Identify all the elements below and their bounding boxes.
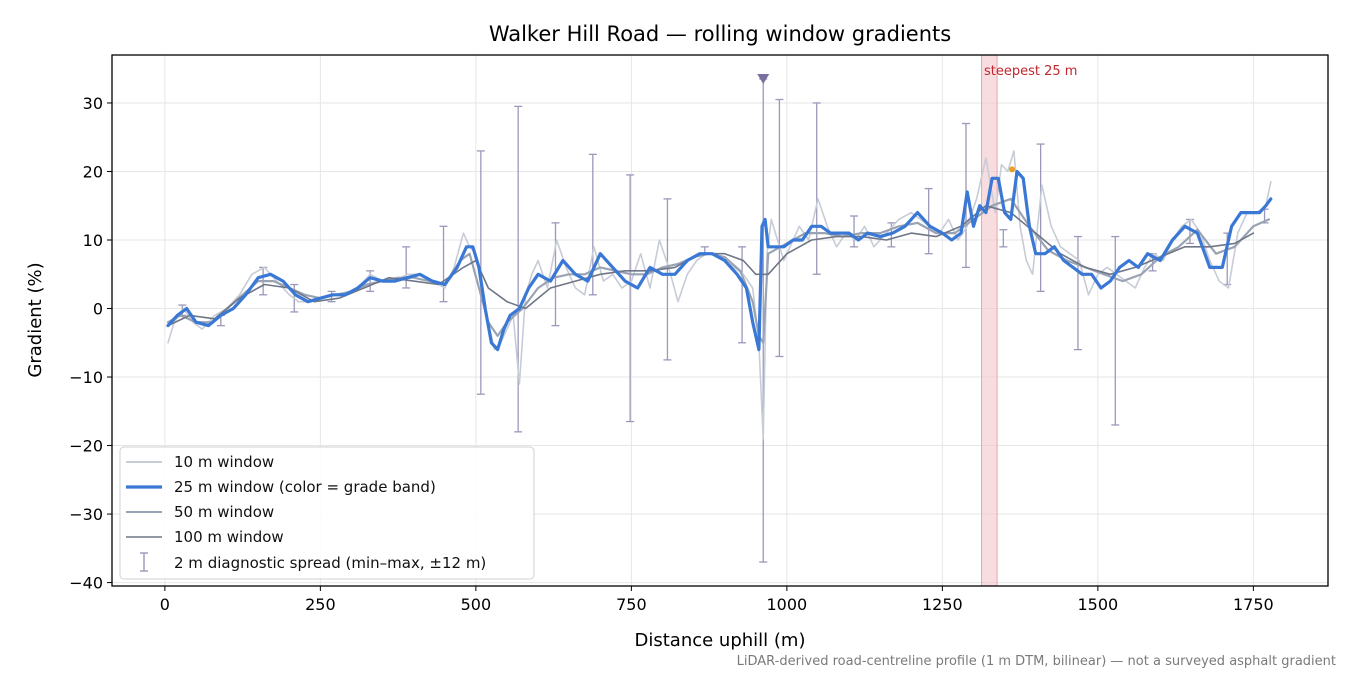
steepest-label: steepest 25 m bbox=[984, 64, 1077, 79]
error-bar bbox=[1111, 235, 1120, 426]
legend-label-10m: 10 m window bbox=[174, 453, 274, 471]
y-tick-label: 30 bbox=[83, 94, 103, 113]
markers bbox=[757, 73, 1016, 173]
series-line-25m bbox=[166, 169, 1273, 352]
grid bbox=[112, 55, 1328, 586]
legend-label-errbar: 2 m diagnostic spread (min–max, ±12 m) bbox=[174, 554, 486, 572]
error-bar bbox=[850, 215, 859, 248]
legend-label-50m: 50 m window bbox=[174, 503, 274, 521]
x-tick-label: 0 bbox=[160, 595, 170, 614]
legend-label-100m: 100 m window bbox=[174, 528, 284, 546]
x-tick-label: 1000 bbox=[767, 595, 808, 614]
x-tick-label: 250 bbox=[305, 595, 336, 614]
legend-label-25m: 25 m window (color = grade band) bbox=[174, 478, 436, 496]
x-axis-label: Distance uphill (m) bbox=[635, 630, 806, 651]
y-tick-label: −20 bbox=[69, 437, 103, 456]
x-tick-label: 500 bbox=[461, 595, 492, 614]
steepest-span-band bbox=[981, 55, 998, 586]
x-tick-label: 750 bbox=[616, 595, 647, 614]
steepest-span bbox=[981, 55, 998, 586]
y-tick-label: 0 bbox=[93, 300, 103, 319]
x-axis-ticks: 0 250 500 750 1000 1250 1500 1750 bbox=[160, 586, 1274, 614]
y-tick-label: −10 bbox=[69, 368, 103, 387]
steepest-peak-marker bbox=[1009, 166, 1016, 173]
y-tick-label: 10 bbox=[83, 231, 103, 250]
error-bar bbox=[738, 246, 747, 344]
y-axis-label: Gradient (%) bbox=[25, 262, 46, 377]
error-bar bbox=[514, 105, 523, 433]
error-bar bbox=[1036, 143, 1045, 293]
y-tick-label: −30 bbox=[69, 505, 103, 524]
chart-title: Walker Hill Road — rolling window gradie… bbox=[489, 22, 951, 46]
legend-swatch-errbar bbox=[140, 552, 148, 572]
error-bar bbox=[924, 187, 933, 255]
y-tick-label: −40 bbox=[69, 574, 103, 593]
footnote: LiDAR-derived road-centreline profile (1… bbox=[737, 654, 1336, 669]
error-bar bbox=[439, 225, 448, 303]
error-bar bbox=[626, 174, 635, 423]
x-tick-label: 1750 bbox=[1233, 595, 1274, 614]
x-tick-label: 1250 bbox=[922, 595, 963, 614]
y-axis-ticks: 30 20 10 0 −10 −20 −30 −40 bbox=[69, 94, 112, 593]
series-lines bbox=[166, 150, 1273, 440]
x-tick-label: 1500 bbox=[1078, 595, 1119, 614]
error-bar bbox=[1073, 235, 1082, 351]
legend-box bbox=[119, 446, 535, 580]
series-line-100m bbox=[167, 204, 1255, 327]
error-bar bbox=[999, 229, 1008, 248]
error-bar bbox=[663, 198, 672, 361]
error-bar bbox=[812, 102, 821, 275]
error-bar bbox=[402, 246, 411, 289]
error-bar bbox=[775, 98, 784, 358]
y-tick-label: 20 bbox=[83, 162, 103, 181]
max-spread-marker bbox=[757, 73, 770, 84]
legend: 10 m window 25 m window (color = grade b… bbox=[119, 446, 535, 580]
plot-frame bbox=[111, 54, 1329, 587]
